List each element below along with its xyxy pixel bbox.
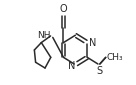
- Text: S: S: [96, 66, 102, 76]
- Text: O: O: [60, 4, 67, 14]
- Text: CH₃: CH₃: [106, 53, 123, 62]
- Text: N: N: [68, 61, 75, 71]
- Text: N: N: [89, 38, 97, 48]
- Text: NH: NH: [37, 31, 51, 40]
